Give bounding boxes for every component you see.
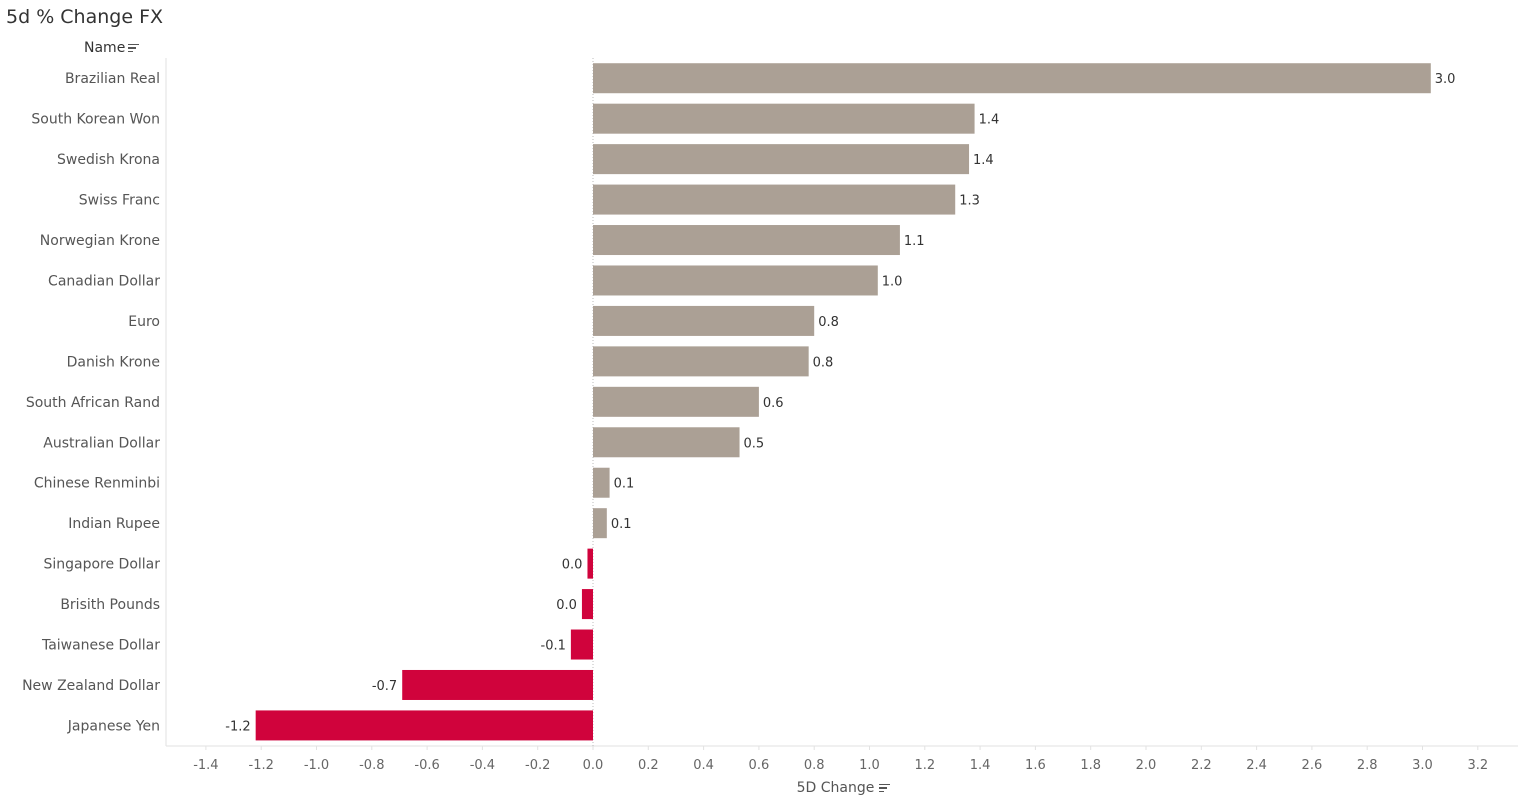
x-tick-label: 0.2: [638, 758, 659, 773]
x-tick-label: -1.2: [249, 758, 274, 773]
x-tick-label: 2.2: [1191, 758, 1212, 773]
category-label: Australian Dollar: [43, 435, 160, 451]
bar[interactable]: [402, 669, 593, 700]
category-labels: Brazilian Real South Korean Won Swedish Kr…: [22, 71, 160, 734]
bar[interactable]: [593, 225, 900, 256]
data-label: 0.0: [556, 598, 577, 613]
category-label: Brisith Pounds: [60, 597, 160, 613]
data-label: 1.3: [959, 194, 980, 209]
x-tick-label: 0.6: [749, 758, 770, 773]
x-axis-ticks: -1.4 -1.2 -1.0 -0.8 -0.6 -0.4 -0.2 0.0 0.2 0.4 0.6…: [193, 746, 1488, 773]
x-tick-label: -1.4: [193, 758, 218, 773]
data-label: 0.1: [614, 477, 635, 492]
category-label: Chinese Renminbi: [34, 476, 160, 492]
bar[interactable]: [587, 548, 593, 579]
category-label: Brazilian Real: [65, 71, 160, 87]
data-label: 0.8: [818, 315, 839, 330]
row-header-name[interactable]: Name: [84, 40, 140, 56]
bar[interactable]: [593, 386, 759, 417]
x-tick-label: -1.0: [304, 758, 329, 773]
category-label: Swiss Franc: [79, 193, 160, 209]
data-label: 0.5: [744, 436, 765, 451]
bar[interactable]: [255, 710, 594, 741]
category-label: Norwegian Krone: [40, 233, 160, 249]
x-tick-label: 2.8: [1357, 758, 1378, 773]
bar[interactable]: [593, 103, 975, 134]
x-tick-label: 2.4: [1246, 758, 1267, 773]
bar[interactable]: [593, 305, 815, 336]
sort-icon[interactable]: [128, 43, 140, 53]
category-label: Danish Krone: [67, 354, 160, 370]
bar[interactable]: [593, 144, 970, 175]
category-label: Japanese Yen: [67, 718, 160, 734]
bar[interactable]: [570, 629, 593, 660]
bar[interactable]: [593, 63, 1431, 94]
data-label: 0.0: [562, 558, 583, 573]
x-tick-label: -0.2: [525, 758, 550, 773]
x-tick-label: 2.6: [1302, 758, 1323, 773]
data-label: -0.1: [541, 639, 566, 654]
x-tick-label: -0.4: [470, 758, 495, 773]
x-tick-label: 0.8: [804, 758, 825, 773]
bar[interactable]: [593, 508, 607, 539]
data-label: 0.6: [763, 396, 784, 411]
data-label: -0.7: [372, 679, 397, 694]
sort-icon[interactable]: [879, 783, 891, 793]
data-labels: 3.0 1.4 1.4 1.3 1.1 1.0 0.8 0.8 0.6 0.5 0.1 0.1 0.0 0…: [225, 72, 1455, 734]
bar[interactable]: [593, 427, 740, 458]
bar[interactable]: [581, 589, 593, 620]
chart-title: 5d % Change FX: [6, 6, 164, 28]
x-tick-label: 3.0: [1412, 758, 1433, 773]
data-label: 1.4: [979, 113, 1000, 128]
bar[interactable]: [593, 265, 878, 296]
bar[interactable]: [593, 467, 610, 498]
x-tick-label: -0.8: [359, 758, 384, 773]
x-tick-label: 1.0: [859, 758, 880, 773]
data-label: 3.0: [1435, 72, 1456, 87]
category-label: Singapore Dollar: [43, 557, 160, 573]
x-tick-label: 1.8: [1080, 758, 1101, 773]
x-tick-label: 0.4: [693, 758, 714, 773]
category-label: Taiwanese Dollar: [41, 638, 160, 654]
category-label: Canadian Dollar: [48, 273, 160, 289]
data-label: 0.8: [813, 355, 834, 370]
data-label: 1.0: [882, 274, 903, 289]
data-label: 1.1: [904, 234, 925, 249]
bar[interactable]: [593, 346, 809, 377]
x-tick-label: -0.6: [414, 758, 439, 773]
bar[interactable]: [593, 184, 956, 215]
row-header-label: Name: [84, 40, 126, 56]
x-tick-label: 0.0: [583, 758, 604, 773]
x-tick-label: 3.2: [1467, 758, 1488, 773]
category-label: Swedish Krona: [57, 152, 160, 168]
x-tick-label: 1.2: [914, 758, 935, 773]
x-tick-label: 1.6: [1025, 758, 1046, 773]
x-axis-title: 5D Change: [796, 780, 875, 796]
category-label: Indian Rupee: [68, 516, 160, 532]
data-label: -1.2: [225, 719, 250, 734]
x-tick-label: 2.0: [1136, 758, 1157, 773]
category-label: South African Rand: [26, 395, 160, 411]
data-label: 0.1: [611, 517, 632, 532]
category-label: South Korean Won: [31, 112, 160, 128]
x-tick-label: 1.4: [970, 758, 991, 773]
bars-layer: [255, 63, 1431, 741]
x-axis-header[interactable]: 5D Change: [0, 780, 1521, 796]
category-label: Euro: [128, 314, 160, 330]
category-label: New Zealand Dollar: [22, 678, 160, 694]
data-label: 1.4: [973, 153, 994, 168]
